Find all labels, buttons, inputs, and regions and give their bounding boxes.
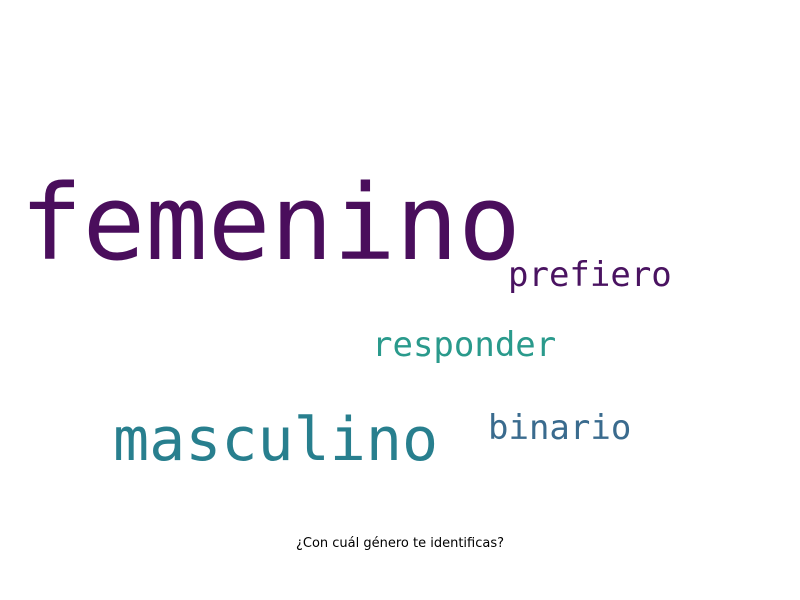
word-binario: binario — [488, 408, 632, 448]
word-responder: responder — [372, 325, 557, 365]
word-cloud-caption: ¿Con cuál género te identificas? — [295, 536, 505, 551]
word-femenino: femenino — [20, 162, 521, 284]
word-prefiero: prefiero — [508, 255, 672, 295]
word-masculino: masculino — [113, 405, 439, 475]
